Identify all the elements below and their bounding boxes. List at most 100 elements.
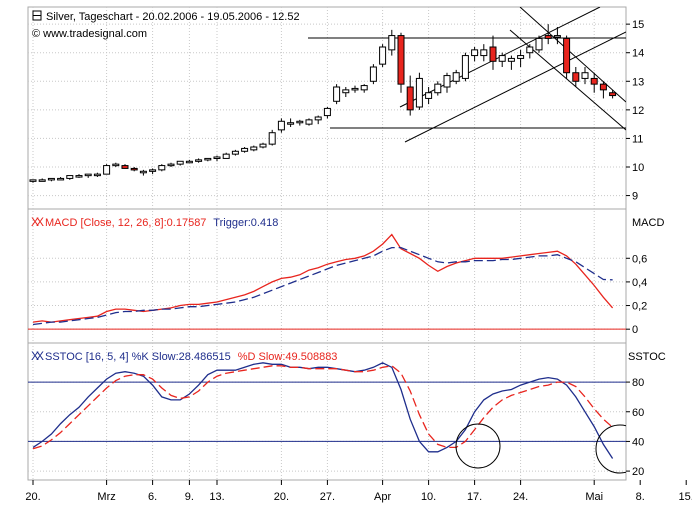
- sstoc-header: XX SSTOC [16, 5, 4] %K Slow:28.486515 %D…: [31, 349, 337, 363]
- candle-body: [544, 35, 552, 39]
- price-trendlines: [308, 7, 626, 143]
- candle-body: [47, 177, 55, 181]
- highlight-circle-2: [595, 424, 626, 474]
- candle: [130, 167, 138, 172]
- y-tick-label: 14: [632, 48, 644, 60]
- candle-body: [121, 165, 129, 169]
- candle: [526, 44, 534, 59]
- x-tick-label: 9.: [185, 491, 194, 503]
- candle-body: [443, 75, 451, 88]
- macd-lines: [32, 233, 614, 326]
- candle-body: [461, 55, 469, 79]
- candle: [222, 152, 230, 159]
- series-line--k-slow: [32, 362, 614, 459]
- candle-body: [66, 175, 74, 179]
- candle-body: [425, 92, 433, 99]
- y-tick-label: 12: [632, 105, 644, 117]
- candle: [93, 172, 101, 177]
- x-tick-label: 13.: [209, 491, 224, 503]
- candle-body: [360, 85, 368, 91]
- y-tick-label: 0: [632, 324, 638, 336]
- macd-label: MACD [Close, 12, 26, 8]:0.17587: [45, 217, 206, 229]
- x-tick-label: 15.: [679, 491, 692, 503]
- highlight-circle-1: [455, 423, 501, 469]
- candle: [139, 169, 147, 176]
- candle-body: [388, 35, 396, 51]
- svg-text:SSTOC [16, 5, 4] %K Slow:28.48: SSTOC [16, 5, 4] %K Slow:28.486515 %D Sl…: [45, 351, 337, 363]
- y-tick-label: 40: [632, 436, 644, 448]
- candle: [563, 35, 571, 79]
- candle: [471, 47, 479, 62]
- candle: [379, 44, 387, 67]
- indicator-cross-icon-macd: XX: [31, 215, 44, 229]
- candle: [397, 32, 405, 93]
- candle-body: [526, 46, 534, 54]
- x-tick-label: Apr: [374, 491, 391, 503]
- macd-axis-title: MACD: [632, 217, 664, 229]
- candle-body: [553, 35, 561, 38]
- price-y-axis: 9 10 11 12 13 14 15: [626, 19, 644, 203]
- sstoc-lines: [32, 362, 614, 459]
- downtrend-upper-line: [519, 7, 626, 103]
- candle-body: [434, 83, 442, 94]
- candle-body: [369, 66, 377, 82]
- candles-group: [29, 24, 617, 183]
- candle-body: [351, 87, 359, 91]
- candle-body: [535, 37, 543, 51]
- candle: [369, 64, 377, 85]
- candle: [112, 162, 120, 167]
- y-tick-label: 9: [632, 191, 638, 203]
- candle: [333, 84, 341, 105]
- candle: [572, 67, 580, 87]
- candle-body: [38, 179, 46, 182]
- candle: [167, 162, 175, 167]
- candle: [443, 72, 451, 93]
- candle-body: [130, 167, 138, 171]
- candle-body: [213, 156, 221, 159]
- candle-body: [222, 153, 230, 159]
- candle: [323, 107, 331, 119]
- candle: [590, 72, 598, 93]
- candle-body: [379, 46, 387, 65]
- candle: [213, 155, 221, 162]
- candle: [268, 129, 276, 146]
- candle: [609, 89, 617, 99]
- y-tick-label: 0,6: [632, 253, 647, 265]
- sstoc-y-axis: 20 40 60 80: [626, 377, 644, 478]
- candle: [553, 27, 561, 45]
- candle-body: [158, 165, 166, 171]
- candle-body: [581, 72, 589, 79]
- candle: [259, 142, 267, 149]
- candle: [38, 178, 46, 182]
- y-tick-label: 13: [632, 76, 644, 88]
- y-tick-label: 0,4: [632, 277, 647, 289]
- candle-body: [498, 55, 506, 62]
- candle-body: [314, 116, 322, 121]
- candle-body: [57, 177, 65, 181]
- candle: [544, 24, 552, 45]
- candle: [305, 118, 313, 126]
- candle: [121, 164, 129, 169]
- candle: [84, 173, 92, 178]
- price-header: Silver, Tageschart - 20.02.2006 - 19.05.…: [32, 10, 300, 40]
- candle-body: [489, 46, 497, 62]
- price-title: Silver, Tageschart - 20.02.2006 - 19.05.…: [46, 11, 300, 23]
- channel-lower-line: [404, 31, 626, 143]
- candle-body: [250, 146, 258, 151]
- x-tick-label: 6.: [148, 491, 157, 503]
- macd-panel: 0 0,2 0,4 0,6 MACD XX MACD [Close, 12, 26, …: [28, 215, 664, 336]
- candle-body: [342, 89, 350, 94]
- x-tick-label: 20.: [25, 491, 40, 503]
- candle-body: [305, 119, 313, 125]
- candle-body: [204, 157, 212, 161]
- series-line-macd: [32, 233, 614, 323]
- candle-body: [415, 77, 423, 108]
- candle: [57, 177, 65, 181]
- d-slow-label: %D Slow:49.508883: [238, 351, 338, 363]
- candle-body: [333, 86, 341, 102]
- candle-body: [572, 72, 580, 82]
- candle-body: [590, 77, 598, 85]
- copyright-text: © www.tradesignal.com: [32, 28, 147, 40]
- series-line--d-slow: [32, 365, 614, 450]
